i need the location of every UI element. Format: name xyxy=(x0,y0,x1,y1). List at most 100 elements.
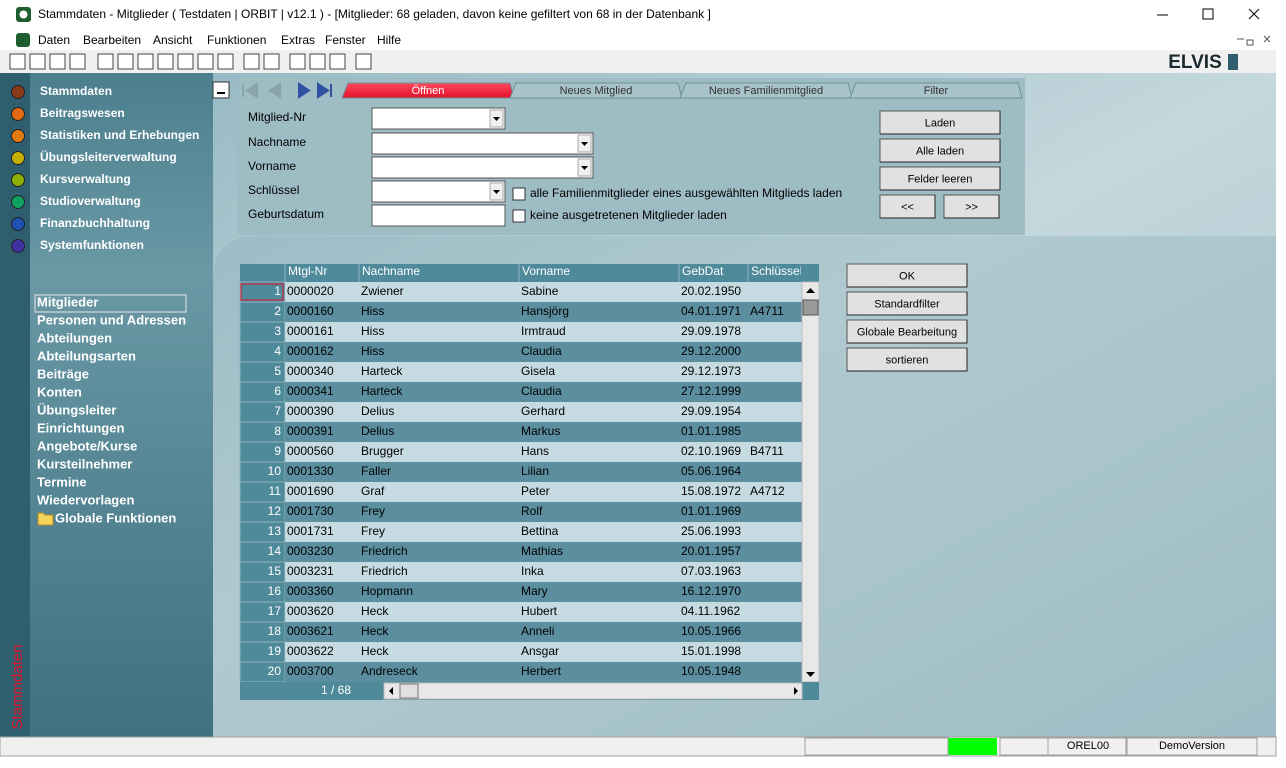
tab-label[interactable]: Neues Mitglied xyxy=(560,85,633,97)
module-link[interactable]: Beitragswesen xyxy=(40,106,125,120)
toolbar-button[interactable] xyxy=(29,53,46,70)
module-link[interactable]: Statistiken und Erhebungen xyxy=(40,128,199,142)
collapse-button[interactable] xyxy=(212,81,230,99)
module-link[interactable]: Finanzbuchhaltung xyxy=(40,216,150,230)
tab-label[interactable]: Öffnen xyxy=(412,85,445,97)
table-row[interactable] xyxy=(285,482,802,502)
maximize-button[interactable] xyxy=(1202,8,1214,20)
nav-item[interactable]: Mitglieder xyxy=(37,294,98,309)
toolbar-button[interactable] xyxy=(9,53,26,70)
nav-item[interactable]: Wiedervorlagen xyxy=(37,492,134,507)
table-row[interactable] xyxy=(285,562,802,582)
mdi-controls[interactable] xyxy=(1237,35,1271,46)
button-label[interactable]: Globale Bearbeitung xyxy=(857,326,957,338)
h-scrollbar[interactable] xyxy=(383,682,803,700)
input[interactable] xyxy=(371,107,506,130)
table-row[interactable] xyxy=(285,362,802,382)
button-label[interactable]: OK xyxy=(899,270,916,282)
button-label[interactable]: Laden xyxy=(925,117,956,129)
nav-item[interactable]: Einrichtungen xyxy=(37,420,124,435)
input[interactable] xyxy=(371,156,594,179)
toolbar-button[interactable] xyxy=(243,53,260,70)
tab[interactable] xyxy=(509,82,683,99)
toolbar-button[interactable] xyxy=(263,53,280,70)
nav-item[interactable]: Globale Funktionen xyxy=(55,510,176,525)
toolbar-button[interactable] xyxy=(355,53,372,70)
module-link[interactable]: Übungsleiterverwaltung xyxy=(40,149,177,164)
toolbar-button[interactable] xyxy=(97,53,114,70)
table-row[interactable] xyxy=(285,322,802,342)
input[interactable] xyxy=(371,132,594,155)
nav-item[interactable]: Angebote/Kurse xyxy=(37,438,137,453)
nav-item[interactable]: Beiträge xyxy=(37,366,89,381)
tab-label[interactable]: Filter xyxy=(924,85,949,97)
toolbar-button[interactable] xyxy=(117,53,134,70)
table-row[interactable] xyxy=(285,402,802,422)
input[interactable] xyxy=(371,180,506,203)
table-row[interactable] xyxy=(285,382,802,402)
toolbar-button[interactable] xyxy=(177,53,194,70)
scroll-left[interactable] xyxy=(389,687,393,695)
nav-item[interactable]: Personen und Adressen xyxy=(37,312,186,327)
v-scrollbar[interactable] xyxy=(801,281,820,683)
table-row[interactable] xyxy=(285,622,802,642)
module-link[interactable]: Stammdaten xyxy=(40,84,112,98)
module-link[interactable]: Studioverwaltung xyxy=(40,194,141,208)
toolbar-button[interactable] xyxy=(217,53,234,70)
nav-item[interactable]: Übungsleiter xyxy=(37,402,116,417)
table-row[interactable] xyxy=(285,602,802,622)
menu-item[interactable]: Daten xyxy=(38,33,70,47)
table-row[interactable] xyxy=(285,302,802,322)
table-row[interactable] xyxy=(285,282,802,302)
toolbar-button[interactable] xyxy=(49,53,66,70)
button-label[interactable]: Standardfilter xyxy=(874,298,940,310)
module-link[interactable]: Kursverwaltung xyxy=(40,172,131,186)
h-thumb[interactable] xyxy=(399,683,419,699)
record-nav[interactable] xyxy=(298,82,311,99)
button-label[interactable]: Alle laden xyxy=(916,145,964,157)
nav-item[interactable]: Abteilungsarten xyxy=(37,348,136,363)
tab[interactable] xyxy=(849,82,1023,99)
scroll-right[interactable] xyxy=(794,687,798,695)
scroll-thumb[interactable] xyxy=(802,299,819,316)
table-row[interactable] xyxy=(285,462,802,482)
record-nav[interactable] xyxy=(242,82,258,99)
toolbar-button[interactable] xyxy=(329,53,346,70)
table-row[interactable] xyxy=(285,582,802,602)
toolbar-button[interactable] xyxy=(137,53,154,70)
nav-item[interactable]: Konten xyxy=(37,384,82,399)
menu-item[interactable]: Extras xyxy=(281,33,315,47)
toolbar-button[interactable] xyxy=(289,53,306,70)
menu-item[interactable]: Ansicht xyxy=(153,33,193,47)
record-nav[interactable] xyxy=(268,82,281,99)
button-label[interactable]: >> xyxy=(965,201,978,213)
nav-item[interactable]: Kursteilnehmer xyxy=(37,456,132,471)
module-link[interactable]: Systemfunktionen xyxy=(40,238,144,252)
toolbar-button[interactable] xyxy=(69,53,86,70)
table-row[interactable] xyxy=(285,442,802,462)
button-label[interactable]: << xyxy=(901,201,914,213)
tab-label[interactable]: Neues Familienmitglied xyxy=(709,85,823,97)
table-row[interactable] xyxy=(285,642,802,662)
menu-item[interactable]: Hilfe xyxy=(377,33,401,47)
nav-item[interactable]: Termine xyxy=(37,474,87,489)
table-row[interactable] xyxy=(285,422,802,442)
scroll-down[interactable] xyxy=(806,672,815,677)
toolbar-button[interactable] xyxy=(309,53,326,70)
nav-item[interactable]: Abteilungen xyxy=(37,330,112,345)
table-row[interactable] xyxy=(285,502,802,522)
table-row[interactable] xyxy=(285,542,802,562)
checkbox[interactable] xyxy=(512,209,526,223)
tab[interactable] xyxy=(679,82,853,99)
table-row[interactable] xyxy=(285,522,802,542)
tab[interactable] xyxy=(341,82,515,99)
record-nav[interactable] xyxy=(317,82,332,99)
menu-item[interactable]: Funktionen xyxy=(207,33,266,47)
menu-item[interactable]: Bearbeiten xyxy=(83,33,141,47)
input[interactable] xyxy=(371,204,506,227)
button-label[interactable]: sortieren xyxy=(886,354,929,366)
button-label[interactable]: Felder leeren xyxy=(908,173,973,185)
toolbar-button[interactable] xyxy=(197,53,214,70)
table-row[interactable] xyxy=(285,662,802,682)
close-button[interactable] xyxy=(1248,8,1260,20)
